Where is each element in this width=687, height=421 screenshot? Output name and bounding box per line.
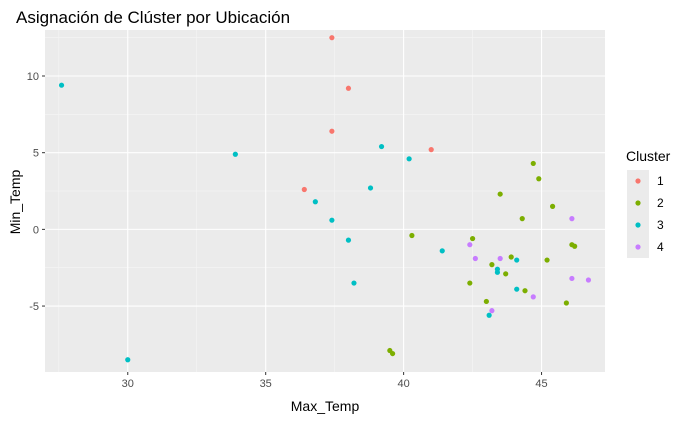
point-cluster-2 (530, 160, 536, 167)
point-cluster-3 (514, 286, 520, 292)
point-cluster-4 (569, 275, 575, 282)
point-cluster-3 (329, 217, 335, 223)
legend-label: 4 (657, 240, 664, 254)
point-cluster-2 (389, 350, 396, 357)
point-cluster-4 (467, 242, 473, 248)
y-axis-title: Min_Temp (7, 170, 23, 235)
point-cluster-2 (544, 257, 550, 263)
legend-swatch-3 (635, 222, 641, 228)
point-cluster-3 (378, 143, 385, 150)
point-cluster-2 (572, 243, 578, 249)
point-cluster-3 (439, 248, 445, 254)
point-cluster-4 (489, 308, 495, 314)
point-cluster-1 (345, 85, 352, 91)
point-cluster-3 (345, 237, 352, 243)
x-tick-label: 45 (535, 378, 547, 390)
legend-swatch-1 (635, 178, 641, 184)
point-cluster-1 (301, 186, 307, 193)
point-cluster-2 (536, 176, 542, 182)
legend-swatch-4 (635, 244, 641, 250)
legend-label: 1 (657, 174, 664, 188)
point-cluster-2 (522, 288, 528, 294)
point-cluster-2 (497, 191, 503, 197)
y-tick-label: -5 (29, 301, 39, 313)
point-cluster-2 (467, 280, 473, 286)
point-cluster-4 (569, 216, 575, 222)
point-cluster-3 (58, 82, 65, 88)
point-cluster-2 (409, 232, 415, 239)
point-cluster-1 (428, 147, 434, 153)
y-tick-label: 5 (33, 148, 39, 160)
point-cluster-1 (329, 128, 335, 134)
legend-label: 2 (657, 196, 664, 210)
point-cluster-3 (486, 312, 492, 318)
point-cluster-3 (406, 156, 412, 162)
point-cluster-4 (530, 294, 536, 300)
x-tick-label: 30 (122, 378, 134, 390)
point-cluster-2 (503, 271, 509, 277)
x-tick-label: 40 (397, 378, 409, 390)
point-cluster-3 (494, 269, 501, 275)
y-tick-label: 0 (33, 224, 39, 236)
x-tick-label: 35 (260, 378, 272, 390)
point-cluster-3 (232, 151, 238, 157)
point-cluster-2 (489, 262, 495, 268)
y-axis-ticks: -5 0 5 10 (27, 71, 45, 313)
legend: Cluster 1 2 3 4 (626, 148, 671, 258)
point-cluster-3 (312, 199, 318, 205)
data-points (58, 35, 592, 363)
point-cluster-3 (514, 257, 520, 263)
panel-background (45, 30, 605, 372)
x-axis-ticks: 30 35 40 45 (122, 372, 548, 390)
point-cluster-4 (472, 255, 478, 262)
plot-panel (45, 30, 605, 372)
point-cluster-3 (125, 357, 131, 363)
point-cluster-2 (483, 298, 489, 305)
point-cluster-3 (351, 280, 357, 286)
point-cluster-2 (549, 203, 556, 209)
point-cluster-3 (367, 185, 374, 191)
legend-label: 3 (657, 218, 664, 232)
point-cluster-2 (469, 235, 476, 242)
point-cluster-2 (563, 300, 569, 306)
chart-title: Asignación de Clúster por Ubicación (16, 8, 290, 27)
legend-title: Cluster (626, 148, 671, 164)
point-cluster-4 (497, 255, 503, 262)
point-cluster-1 (329, 35, 335, 41)
x-axis-title: Max_Temp (291, 398, 360, 414)
point-cluster-4 (585, 277, 592, 283)
y-tick-label: 10 (27, 71, 39, 83)
point-cluster-2 (519, 216, 525, 222)
legend-swatch-2 (635, 200, 641, 206)
point-cluster-2 (508, 254, 514, 260)
